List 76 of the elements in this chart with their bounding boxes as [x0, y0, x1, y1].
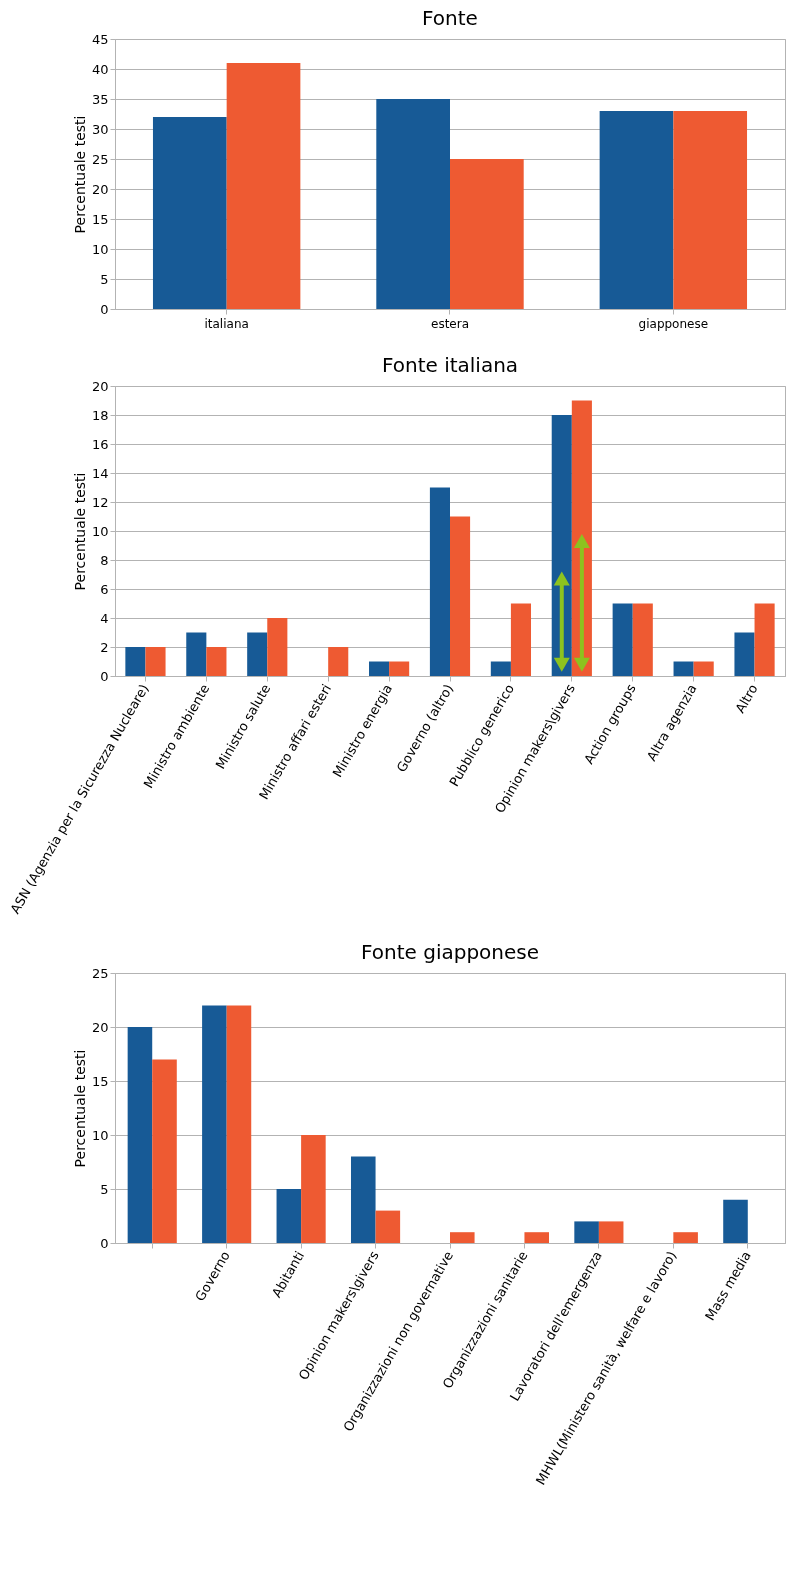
bar — [693, 661, 714, 676]
y-tick-label: 6 — [100, 581, 109, 597]
bar — [599, 111, 674, 309]
bar — [490, 661, 511, 676]
y-tick-label: 20 — [91, 378, 109, 394]
y-tick-label: 35 — [91, 91, 109, 107]
y-tick-label: 20 — [91, 1019, 109, 1035]
bar — [226, 1005, 252, 1243]
y-tick-label: 30 — [91, 121, 109, 137]
bar — [450, 516, 471, 676]
y-tick-label: 12 — [91, 494, 109, 510]
bar — [598, 1221, 624, 1243]
bar — [350, 1156, 376, 1243]
y-tick-label: 18 — [91, 407, 109, 423]
x-tick-label: estera — [430, 316, 470, 331]
bar — [754, 603, 775, 676]
bar — [276, 1189, 302, 1243]
bar — [723, 1199, 748, 1243]
y-tick-label: 10 — [91, 241, 109, 257]
bar — [226, 63, 301, 309]
bar — [127, 1027, 153, 1243]
bar — [632, 603, 653, 676]
y-tick-label: 5 — [100, 1181, 109, 1197]
x-tick-label: italiana — [204, 316, 249, 331]
bar — [574, 1221, 599, 1243]
bar — [247, 632, 268, 676]
chart-title: Fonte italiana — [381, 353, 519, 377]
bar — [734, 632, 755, 676]
y-tick-label: 2 — [100, 639, 109, 655]
y-tick-label: 0 — [100, 668, 109, 684]
y-tick-label: 40 — [91, 61, 109, 77]
bar — [152, 1059, 177, 1243]
chart-title: Fonte — [422, 6, 478, 30]
bar — [145, 647, 166, 676]
bar — [368, 661, 390, 676]
chart-title: Fonte giapponese — [360, 940, 540, 964]
bar — [673, 1232, 698, 1243]
x-tick-label: giapponese — [638, 316, 709, 331]
y-tick-label: 8 — [100, 552, 109, 568]
bar — [673, 661, 694, 676]
bar — [206, 647, 227, 676]
bar — [524, 1232, 550, 1243]
y-tick-label: 5 — [100, 271, 109, 287]
bar — [389, 661, 410, 676]
y-tick-label: 20 — [91, 181, 109, 197]
y-tick-label: 0 — [100, 301, 109, 317]
y-tick-label: 14 — [91, 465, 109, 481]
y-tick-label: 25 — [91, 151, 109, 167]
bar — [376, 99, 450, 309]
y-tick-label: 10 — [91, 1127, 109, 1143]
y-axis-title: Percentuale testi — [71, 115, 88, 234]
y-axis-title: Percentuale testi — [71, 1049, 88, 1168]
y-tick-label: 16 — [91, 436, 109, 452]
bar — [186, 632, 207, 676]
bar — [429, 487, 450, 676]
y-axis-title: Percentuale testi — [71, 472, 88, 591]
bar — [612, 603, 633, 676]
y-tick-label: 4 — [100, 610, 109, 626]
bar — [375, 1210, 401, 1243]
bar — [328, 647, 349, 676]
y-tick-label: 25 — [91, 965, 109, 981]
y-tick-label: 15 — [91, 1073, 109, 1089]
bar — [450, 159, 524, 309]
bar — [510, 603, 532, 676]
y-tick-label: 45 — [91, 31, 109, 47]
bar — [202, 1005, 227, 1243]
bar — [450, 1232, 475, 1243]
y-tick-label: 15 — [91, 211, 109, 227]
bar — [551, 415, 572, 676]
bar — [267, 618, 288, 676]
bar — [152, 117, 227, 309]
bar — [301, 1135, 326, 1243]
bar — [125, 647, 146, 676]
y-tick-label: 10 — [91, 523, 109, 539]
bar — [673, 111, 748, 309]
y-tick-label: 0 — [100, 1235, 109, 1251]
